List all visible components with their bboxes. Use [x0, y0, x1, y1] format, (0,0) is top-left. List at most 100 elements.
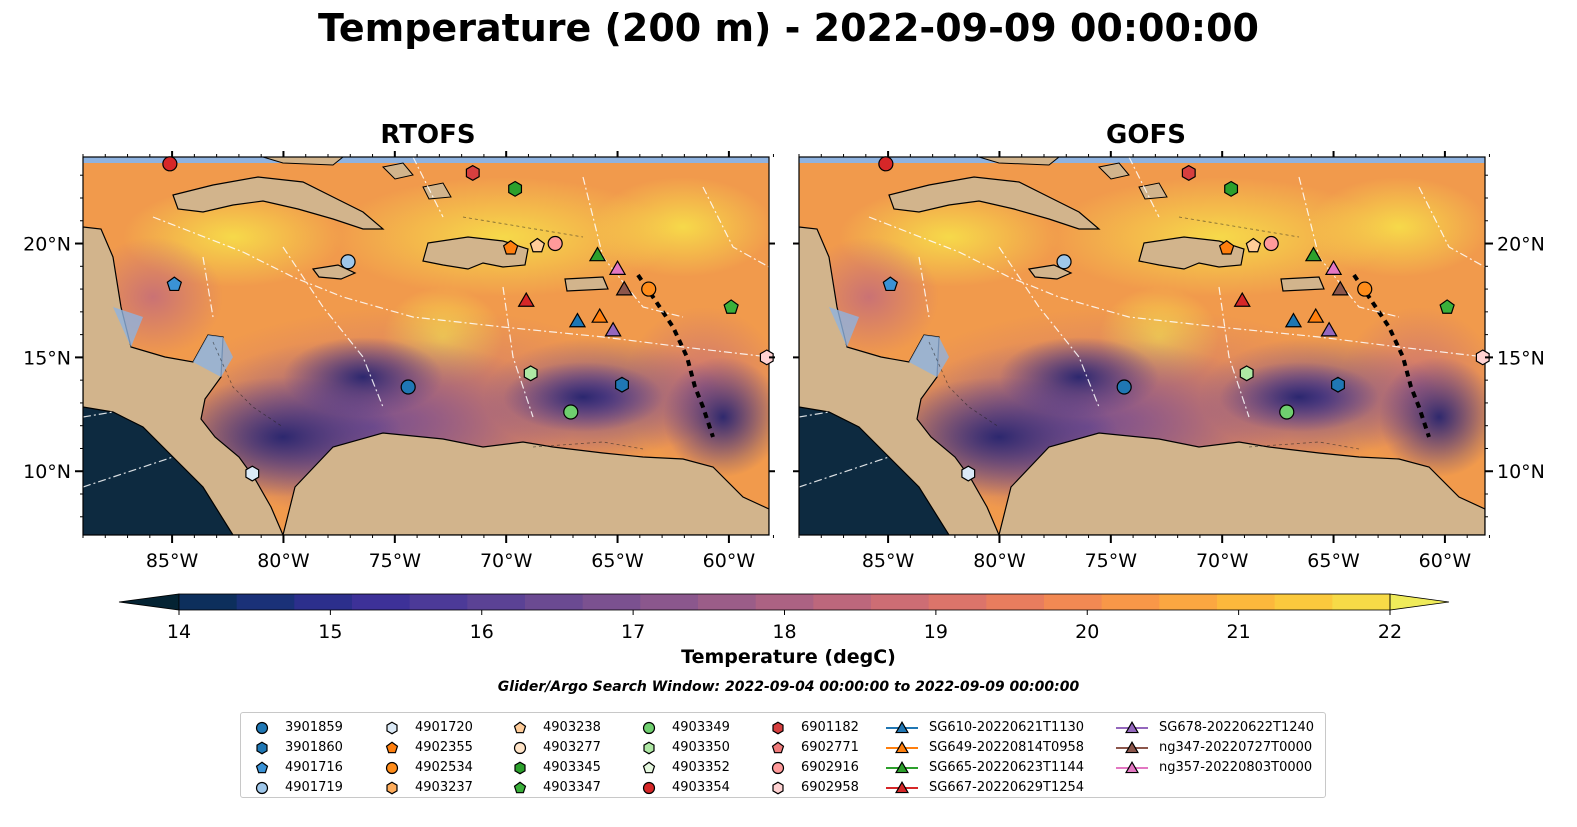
map-marker-6901182 [1181, 164, 1196, 181]
legend-label: 4903354 [672, 780, 730, 795]
legend-marker-icon [886, 781, 918, 794]
colorbar-tick-label: 22 [1378, 621, 1402, 643]
lon-tick-label: 85°W [862, 550, 915, 572]
gofs-map [798, 156, 1490, 536]
legend-label: SG667-20220629T1254 [929, 780, 1085, 795]
map-marker-6902958 [759, 349, 774, 366]
map-marker-4902355 [502, 239, 519, 255]
legend-label: ng347-20220727T0000 [1159, 740, 1313, 755]
map-marker-SG649-20220814T0958 [591, 307, 609, 323]
lat-tick-label: 20°N [1497, 234, 1545, 256]
legend-marker-icon [772, 781, 784, 795]
legend-label: 6902771 [801, 740, 859, 755]
map-marker-6902916 [1263, 235, 1279, 252]
lat-tick-label: 15°N [1497, 347, 1545, 369]
colorbar-tick-label: 19 [924, 621, 948, 643]
colorbar-tick-label: 17 [621, 621, 645, 643]
map-marker-ng357-20220803T0000 [608, 260, 627, 275]
colorbar-label: Temperature (degC) [681, 646, 896, 668]
legend-marker-icon [386, 721, 398, 735]
legend-marker-icon [513, 741, 527, 755]
legend-marker-icon [514, 761, 526, 775]
legend-marker-icon [771, 761, 785, 775]
legend-marker-icon [255, 761, 269, 774]
lon-tick-label: 85°W [146, 550, 199, 572]
legend: 3901859 3901860 4901716 4901719 4901720 49023… [240, 712, 1326, 798]
map-marker-4903347 [1439, 299, 1455, 314]
lon-tick-label: 80°W [257, 550, 310, 572]
legend-label: 3901860 [285, 740, 343, 755]
legend-label: 4901716 [285, 760, 343, 775]
colorbar [118, 593, 1450, 611]
map-marker-6902958 [1475, 349, 1490, 366]
map-marker-4903349 [1279, 404, 1295, 420]
lat-tick-label: 20°N [23, 234, 71, 256]
lon-tick-label: 70°W [480, 550, 533, 572]
map-marker-4903354 [162, 156, 178, 172]
legend-label: 4903349 [672, 720, 730, 735]
lat-tick-label: 10°N [1497, 461, 1545, 483]
lon-tick-label: 75°W [1085, 550, 1138, 572]
legend-label: 4901720 [415, 720, 473, 735]
rtofs-panel-title: RTOFS [380, 120, 476, 150]
legend-marker-icon [642, 781, 656, 795]
legend-label: 6901182 [801, 720, 859, 735]
colorbar-tick-label: 16 [470, 621, 494, 643]
legend-label: 4903352 [672, 760, 730, 775]
map-marker-6902916 [547, 235, 563, 252]
map-marker-4901720 [245, 465, 260, 482]
legend-label: SG665-20220623T1144 [929, 760, 1085, 775]
legend-marker-icon [1116, 741, 1148, 754]
colorbar-tick-label: 15 [318, 621, 342, 643]
map-marker-4901716 [166, 276, 183, 292]
legend-marker-icon [386, 781, 398, 795]
map-marker-4903345 [508, 180, 523, 197]
legend-marker-icon [771, 741, 785, 754]
map-marker-ng347-20220727T0000 [1331, 280, 1349, 296]
map-marker-SG667-20220629T1254 [1233, 291, 1251, 307]
search-window-text: Glider/Argo Search Window: 2022-09-04 00… [497, 679, 1080, 695]
legend-marker-icon [256, 741, 268, 755]
legend-marker-icon [1116, 761, 1148, 774]
legend-marker-icon [255, 781, 269, 795]
map-marker-SG678-20220622T1240 [1320, 321, 1338, 337]
legend-label: 4903277 [543, 740, 601, 755]
map-marker-4901720 [961, 465, 976, 482]
map-marker-ng357-20220803T0000 [1324, 260, 1343, 275]
map-marker-SG610-20220621T1130 [1284, 312, 1303, 328]
legend-label: SG678-20220622T1240 [1159, 720, 1315, 735]
map-marker-4901716 [882, 276, 899, 292]
map-marker-3901860 [1331, 376, 1345, 393]
lon-tick-label: 75°W [369, 550, 422, 572]
lon-tick-label: 80°W [973, 550, 1026, 572]
map-marker-3901859 [400, 379, 416, 395]
colorbar-tick-label: 14 [167, 621, 191, 643]
legend-marker-icon [886, 761, 918, 774]
legend-marker-icon [772, 721, 784, 735]
map-marker-3901860 [615, 376, 629, 393]
legend-label: 4903238 [543, 720, 601, 735]
legend-marker-icon [513, 781, 527, 794]
map-marker-6901182 [465, 164, 480, 181]
legend-label: 4902534 [415, 760, 473, 775]
map-marker-3901859 [1116, 379, 1132, 395]
legend-label: ng357-20220803T0000 [1159, 760, 1313, 775]
lon-tick-label: 60°W [703, 550, 756, 572]
legend-label: 4903237 [415, 780, 473, 795]
map-marker-4903350 [1239, 365, 1254, 382]
legend-label: 6902916 [801, 760, 859, 775]
map-marker-SG665-20220623T1144 [588, 246, 607, 262]
lon-tick-label: 65°W [1307, 550, 1360, 572]
figure-title: Temperature (200 m) - 2022-09-09 00:00:0… [317, 6, 1259, 50]
lon-tick-label: 60°W [1419, 550, 1472, 572]
legend-marker-icon [385, 741, 399, 754]
map-marker-SG649-20220814T0958 [1307, 307, 1325, 323]
legend-label: 6902958 [801, 780, 859, 795]
map-marker-4903347 [723, 299, 739, 314]
legend-marker-icon [385, 761, 399, 775]
legend-label: 4901719 [285, 780, 343, 795]
rtofs-map [82, 156, 774, 536]
map-marker-4903350 [523, 365, 538, 382]
legend-marker-icon [513, 721, 527, 734]
map-marker-SG610-20220621T1130 [568, 312, 587, 328]
